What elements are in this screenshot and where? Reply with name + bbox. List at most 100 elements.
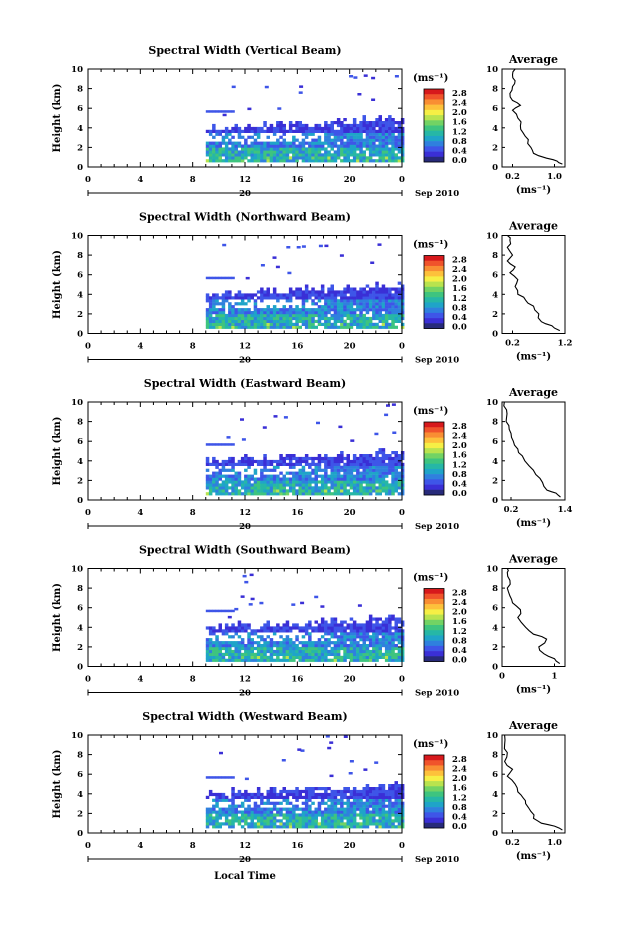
heatmap-cell — [234, 293, 238, 297]
heatmap-cell — [349, 302, 354, 306]
heatmap-cell — [256, 795, 261, 799]
heatmap-cell — [378, 638, 382, 642]
heatmap-cell — [378, 629, 382, 633]
heatmap-cell — [311, 147, 315, 151]
heatmap-cell — [285, 629, 290, 633]
heatmap-cell — [314, 159, 318, 163]
heatmap-cell — [215, 822, 219, 826]
heatmap-cells — [205, 243, 405, 329]
heatmap-cell — [336, 462, 341, 466]
heatmap-cell — [352, 287, 357, 291]
heatmap-cell — [391, 792, 395, 797]
heatmap-cell — [368, 492, 373, 496]
heatmap-cell — [231, 658, 235, 662]
heatmap-cell — [314, 655, 318, 659]
heatmap-cell — [285, 299, 290, 303]
heatmap-cell — [362, 141, 366, 145]
heatmap-cell — [240, 459, 245, 464]
heatmap-cell — [308, 816, 312, 820]
heatmap-cell — [212, 474, 216, 478]
heatmap-cell — [317, 623, 322, 627]
heatmap-cell — [221, 459, 226, 464]
heatmap-cell — [381, 121, 386, 125]
heatmap-cell — [295, 638, 299, 642]
heatmap-cell — [363, 74, 368, 77]
heatmap-cell — [359, 293, 363, 297]
heatmap-cell — [375, 311, 379, 315]
heatmap-cell — [256, 316, 261, 321]
heatmap-cell — [253, 795, 258, 799]
heatmap-cell — [346, 798, 350, 802]
heatmap-cell — [336, 123, 341, 128]
heatmap-cell — [269, 296, 274, 300]
heatmap-cell — [301, 144, 306, 148]
heatmap-cell — [391, 486, 395, 490]
heatmap-cell — [397, 150, 402, 154]
y-tick-label: 8 — [77, 85, 83, 95]
heatmap-cell — [279, 159, 283, 163]
heatmap-cell — [272, 287, 277, 291]
heatmap-cell — [288, 316, 293, 321]
heatmap-cell — [279, 311, 283, 315]
heatmap-cell — [340, 126, 344, 131]
heatmap-cell — [317, 641, 322, 645]
heatmap-cell — [253, 159, 258, 163]
heatmap-cell — [205, 641, 210, 645]
heatmap-cell — [381, 299, 386, 303]
heatmap-cell — [244, 822, 248, 826]
heatmap-cell — [231, 477, 235, 481]
heatmap-cell — [240, 316, 245, 321]
heatmap-cell — [372, 486, 376, 490]
heatmap-cell — [391, 784, 395, 788]
heatmap-cell — [317, 138, 322, 142]
heatmap-cell — [384, 129, 389, 133]
heatmap-cell — [221, 147, 226, 151]
heatmap-cell — [397, 632, 402, 636]
heatmap-cell — [205, 646, 210, 651]
heatmap-cell — [384, 646, 389, 651]
heatmap-cell — [231, 459, 235, 464]
heatmap-cell — [288, 652, 293, 656]
heatmap-cell — [247, 456, 251, 461]
heatmap-cell — [288, 299, 293, 303]
heatmap-cell — [244, 147, 248, 151]
avg-y-tick-label: 10 — [486, 232, 498, 242]
heatmap-cell — [349, 641, 354, 645]
heatmap-cell — [317, 144, 322, 148]
heatmap-cell — [384, 325, 389, 329]
heatmap-cell — [282, 825, 286, 829]
heatmap-cell — [317, 792, 322, 797]
heatmap-cell — [247, 123, 251, 128]
heatmap-cell — [240, 801, 245, 805]
heatmap-cell — [240, 486, 245, 490]
heatmap-cell — [352, 313, 357, 318]
heatmap-cell — [253, 132, 258, 136]
heatmap-cell — [279, 316, 283, 321]
avg-y-tick-label: 8 — [492, 418, 498, 428]
heatmap-cell — [247, 144, 251, 148]
heatmap-cell — [282, 132, 286, 136]
heatmap-cell — [311, 150, 315, 154]
heatmap-cell — [263, 652, 267, 656]
heatmap-cell — [256, 129, 261, 133]
heatmap-cell — [343, 468, 347, 472]
heatmap-cell — [394, 316, 398, 321]
heatmap-cell — [365, 138, 370, 142]
heatmap-cell — [304, 319, 309, 323]
heatmap-cell — [224, 489, 229, 493]
heatmap-cell — [320, 290, 325, 294]
heatmap-cell — [397, 626, 402, 630]
colorbar-unit-label: (ms⁻¹) — [413, 406, 448, 417]
heatmap-cell — [279, 147, 283, 151]
heatmap-cell — [221, 480, 226, 484]
heatmap-cell — [400, 299, 405, 303]
heatmap-cell — [311, 810, 315, 814]
heatmap-cell — [362, 465, 366, 469]
heatmap-cell — [359, 822, 363, 826]
heatmap-cell — [304, 646, 309, 651]
heatmap-cell — [256, 655, 261, 659]
heatmap-cell — [308, 649, 312, 654]
heatmap-cell — [231, 480, 235, 484]
heatmap-cell — [314, 308, 318, 312]
heatmap-cell — [266, 319, 270, 323]
